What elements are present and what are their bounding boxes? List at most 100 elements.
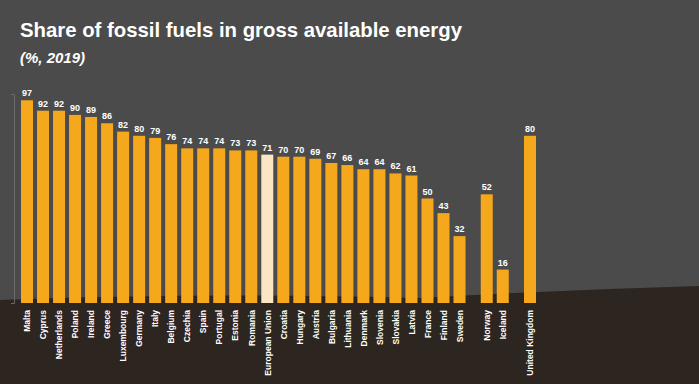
x-tick-label: Belgium [166,310,176,344]
title: Share of fossil fuels in gross available… [20,18,462,41]
x-tick: Luxembourg [118,310,128,361]
bar [481,194,493,303]
x-tick: Austria [311,310,321,340]
x-tick: Germany [134,310,144,347]
x-tick-label: Iceland [498,310,508,339]
x-tick-label: Netherlands [54,310,64,359]
bar [37,111,49,303]
x-tick-label: Finland [439,310,449,340]
x-tick-label: Spain [198,310,208,333]
x-tick: Cyprus [38,310,48,340]
x-tick-label: Bulgaria [327,310,337,344]
data-label: 67 [326,151,336,161]
bar [181,148,193,303]
data-label: 73 [230,138,240,148]
y-tick [11,303,14,304]
x-tick-label: Romania [246,310,256,346]
data-label: 86 [102,111,112,121]
data-label: 50 [422,187,432,197]
x-tick: Slovakia [391,310,401,345]
data-label: 16 [498,258,508,268]
x-tick: Finland [439,310,449,340]
x-tick-label: Estonia [230,310,240,341]
x-tick: Italy [150,310,160,327]
bar [117,132,129,303]
x-tick: Denmark [359,310,369,347]
x-tick-label: Poland [70,310,80,338]
data-label: 92 [54,99,64,109]
bar [405,176,417,303]
bar [293,157,305,303]
x-tick: Croatia [279,310,289,340]
bar [357,169,369,303]
bar [101,123,113,303]
y-axis-line [11,95,15,304]
subtitle: (%, 2019) [20,49,85,66]
x-tick: Norway [482,310,492,341]
x-tick-label: Ireland [86,310,96,338]
data-label: 62 [390,161,400,171]
x-tick-label: Sweden [455,310,465,342]
bar [454,236,466,303]
bar [277,157,289,303]
data-label: 76 [166,132,176,142]
x-tick-label: Greece [102,310,112,339]
x-tick-label: United Kingdom [525,310,535,376]
x-tick: France [423,310,433,338]
background [0,0,699,384]
data-label: 70 [278,145,288,155]
x-axis-line [28,303,531,304]
data-label: 71 [262,143,272,153]
x-tick: Estonia [230,310,240,341]
data-label: 74 [182,136,192,146]
data-label: 97 [22,88,32,98]
data-label: 69 [310,147,320,157]
x-tick-label: Slovakia [391,310,401,345]
bar [325,163,337,303]
x-tick-label: France [423,310,433,338]
bar [373,169,385,303]
data-label: 32 [455,224,465,234]
data-label: 90 [70,103,80,113]
x-tick-label: Lithuania [343,310,353,348]
x-tick-label: Slovenia [375,310,385,345]
data-label: 80 [134,124,144,134]
data-label: 80 [525,124,535,134]
bar [149,138,161,303]
bar [21,100,33,303]
bar [69,115,81,303]
data-label: 61 [406,164,416,174]
data-label: 79 [150,126,160,136]
y-axis [11,95,15,304]
data-label: 43 [438,201,448,211]
y-tick [11,94,14,95]
data-label: 64 [374,157,384,167]
x-tick-label: Malta [22,310,32,332]
bar [53,111,65,303]
x-tick: Czechia [182,310,192,342]
data-label: 66 [342,153,352,163]
x-tick: Poland [70,310,80,338]
data-label: 52 [482,182,492,192]
data-label: 74 [214,136,224,146]
x-tick-label: Cyprus [38,310,48,340]
x-tick: Spain [198,310,208,333]
data-label: 64 [358,157,368,167]
x-tick-label: Portugal [214,310,224,344]
x-tick: Belgium [166,310,176,344]
data-labels: 9792929089868280797674747473737170706967… [22,88,535,267]
x-tick: Latvia [407,310,417,335]
x-tick-label: European Union [263,310,273,376]
y-tick-mark [11,94,14,95]
x-tick: Greece [102,310,112,339]
bar [524,136,536,303]
x-tick-label: Luxembourg [118,310,128,361]
x-tick-label: Norway [482,310,492,341]
x-tick: Portugal [214,310,224,344]
data-label: 70 [294,145,304,155]
data-label: 74 [198,136,208,146]
x-tick: Sweden [455,310,465,342]
bar [261,155,273,303]
data-label: 92 [38,99,48,109]
x-tick-label: Hungary [295,310,305,345]
